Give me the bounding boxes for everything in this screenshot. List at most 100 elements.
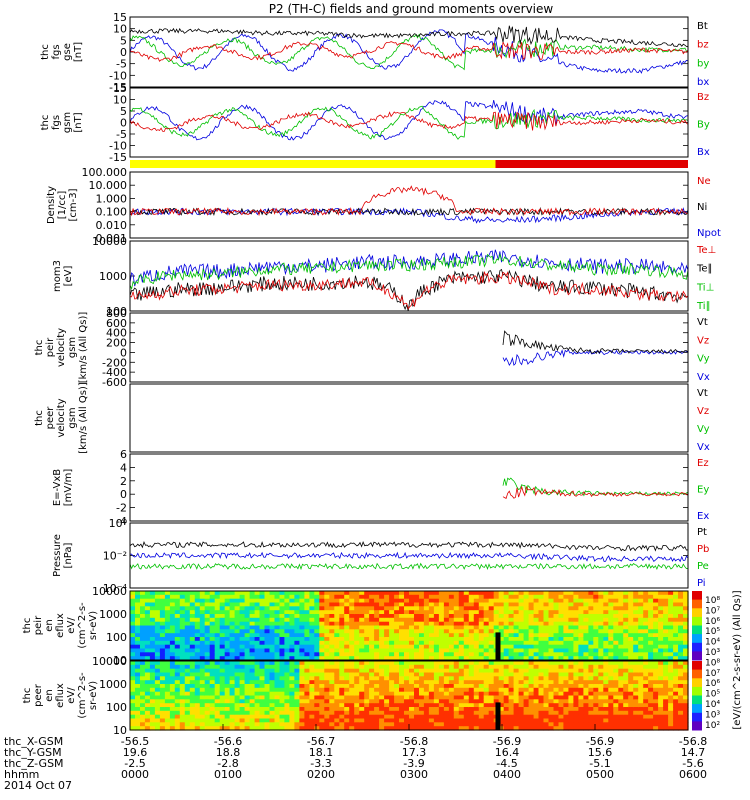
fgs_gsm-Bz-line — [129, 111, 689, 132]
legend-entry: Bz — [697, 92, 709, 103]
y-axis-label: fgs — [51, 115, 62, 130]
panel-frame — [129, 240, 689, 312]
y-axis-label: peer — [33, 683, 44, 707]
x-tick-label: -3.9 — [403, 757, 424, 770]
y-axis-label: gsm — [62, 112, 73, 133]
y-tick-label: -200 — [102, 356, 127, 369]
y-axis-label: [cm-3] — [68, 188, 79, 221]
legend-entry: Vy — [697, 354, 710, 365]
panel-frame — [129, 383, 689, 453]
y-axis-label: mom3 — [52, 260, 63, 292]
y-axis-label: [nT] — [73, 42, 84, 62]
y-axis-label: [km/s (All Qs)] — [78, 312, 89, 384]
y-tick-label: 1000 — [99, 678, 127, 691]
colorbar-segment — [692, 669, 702, 679]
y-tick-label: 100 — [106, 305, 127, 318]
panel-frame — [129, 87, 689, 158]
fgs_gse-Bt-line — [129, 25, 689, 48]
y-tick-label: 10000 — [92, 655, 127, 668]
y-axis-label: thc — [22, 618, 33, 634]
legend-entry: Vx — [697, 442, 710, 453]
panel-frame — [129, 16, 689, 88]
legend-entry: Ni — [697, 202, 707, 213]
y-tick-label: 100 — [106, 701, 127, 714]
y-tick-label: -10 — [109, 69, 127, 82]
y-axis-label: [mV/m] — [63, 469, 74, 507]
y-tick-label: 1000 — [99, 608, 127, 621]
x-tick-label: -56.8 — [679, 735, 707, 748]
x-tick-label: -56.9 — [493, 735, 521, 748]
y-axis-label: thc — [40, 44, 51, 60]
y-tick-label: 0 — [120, 346, 127, 359]
x-tick-label: 0500 — [586, 768, 614, 781]
y-tick-label: 10⁻⁴ — [103, 582, 128, 595]
x-tick-label: -3.3 — [310, 757, 331, 770]
y-tick-label: 2 — [120, 475, 127, 488]
y-tick-label: -600 — [102, 376, 127, 389]
y-tick-label: 1.000 — [96, 192, 128, 205]
x-tick-label: -4.5 — [496, 757, 517, 770]
chart-title: P2 (TH-C) fields and ground moments over… — [268, 2, 554, 16]
colorbar-segment — [692, 695, 702, 705]
colorbar-tick-label: 10³ — [705, 648, 720, 658]
colorbar-segment — [692, 712, 702, 722]
x-tick-label: -56.9 — [586, 735, 614, 748]
legend-entry: Pb — [697, 544, 709, 555]
colorbar-tick-label: 10⁶ — [705, 679, 720, 689]
y-tick-label: -15 — [109, 81, 127, 94]
legend-entry: Ey — [697, 485, 709, 496]
x-tick-label: 19.6 — [123, 746, 148, 759]
x-tick-label: 14.7 — [681, 746, 706, 759]
y-axis-label: thc — [40, 115, 51, 131]
colorbar-segment — [692, 651, 702, 661]
legend-entry: Vx — [697, 372, 710, 383]
x-row-label: thc_Z-GSM — [4, 757, 64, 770]
y-axis-label: gse — [62, 43, 73, 61]
legend-entry: By — [697, 120, 710, 131]
fgs_gsm-By-line — [129, 105, 689, 140]
colorbar-segment — [692, 704, 702, 714]
colorbar-tick-label: 10⁷ — [705, 606, 720, 616]
density-Ni-line — [129, 206, 689, 217]
y-axis-label: thc — [34, 410, 45, 426]
colorbar-segment — [692, 686, 702, 696]
x-tick-label: -2.8 — [217, 757, 238, 770]
y-axis-label: peir — [33, 615, 44, 635]
colorbar-tick-label: 10⁸ — [705, 658, 720, 668]
colorbar-segment — [692, 634, 702, 644]
y-axis-label: [km/s (All Qs)] — [78, 382, 89, 454]
colorbar-segment — [692, 661, 702, 671]
panel-frame — [129, 171, 689, 239]
colorbar-tick-label: 10³ — [705, 710, 720, 720]
density-Ne-line — [129, 185, 689, 217]
y-axis-label: gsm — [67, 407, 78, 428]
status-bar-yellow — [130, 160, 496, 168]
y-axis-label: eV/ — [66, 687, 77, 704]
panel-frame — [129, 453, 689, 522]
y-tick-label: 6 — [120, 448, 127, 461]
colorbar-segment — [692, 625, 702, 635]
data-gap — [495, 632, 501, 660]
data-gap — [495, 702, 501, 730]
efield-Ey-line — [502, 477, 689, 497]
temperature-Te-line — [129, 268, 689, 312]
y-axis-label: [eV] — [63, 266, 74, 287]
panel-frame — [129, 590, 689, 661]
y-tick-label: -5 — [116, 58, 127, 71]
peer-spectrogram — [130, 661, 689, 731]
y-axis-label: eflux — [55, 613, 66, 638]
legend-entry: Vz — [697, 406, 709, 417]
y-tick-label: 10.000 — [89, 179, 128, 192]
y-tick-label: 10 — [113, 724, 127, 737]
x-row-label: hhmm — [4, 768, 39, 781]
temperature-Ti-line — [129, 249, 689, 287]
legend-entry: Ti⊥ — [696, 282, 714, 293]
y-tick-label: 100.000 — [82, 166, 128, 179]
y-tick-label: 10⁻² — [103, 550, 127, 563]
colorbar-tick-label: 10⁵ — [705, 627, 720, 637]
temperature-extra-line — [129, 252, 689, 291]
legend-entry: Ne — [697, 176, 711, 187]
y-axis-label: [1/cc] — [57, 191, 68, 220]
y-tick-label: 4 — [120, 461, 127, 474]
